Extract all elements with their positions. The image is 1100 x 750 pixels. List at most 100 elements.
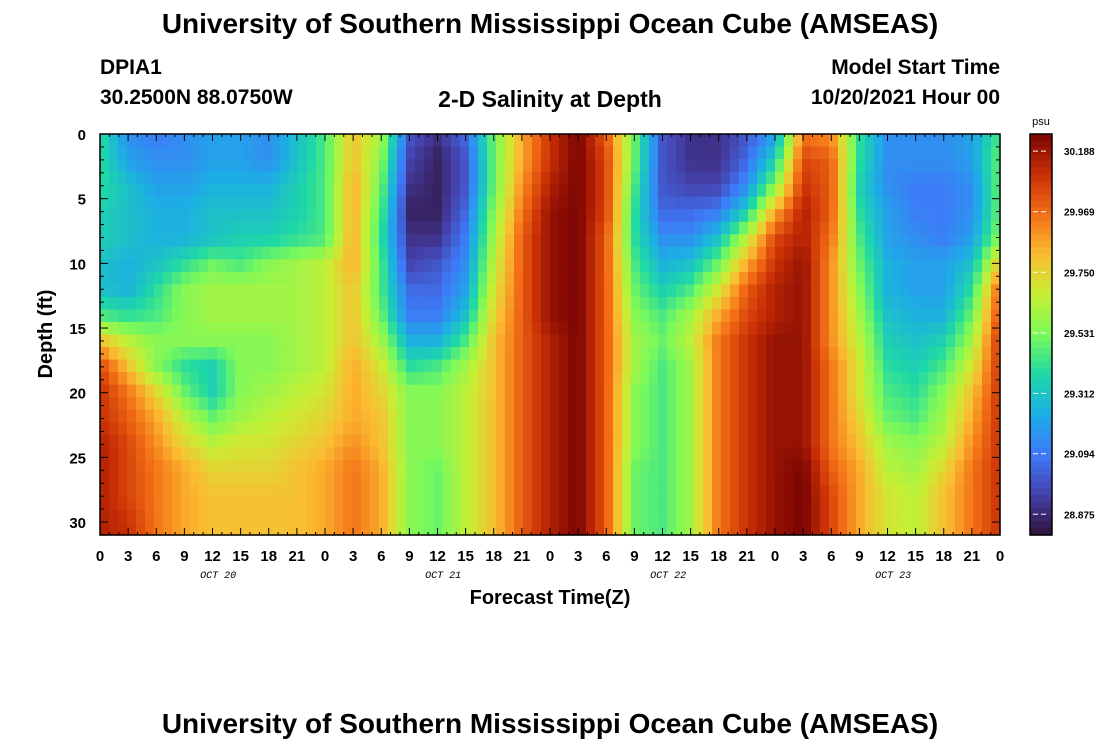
heatmap-cell — [802, 509, 812, 524]
heatmap-cell — [631, 459, 641, 473]
heatmap-cell — [343, 497, 353, 511]
heatmap-cell — [775, 309, 785, 323]
heatmap-cell — [433, 146, 443, 160]
heatmap-cell — [460, 234, 470, 248]
heatmap-cell — [973, 484, 983, 499]
heatmap-cell — [514, 209, 524, 223]
heatmap-cell — [361, 347, 371, 361]
heatmap-cell — [379, 284, 389, 298]
heatmap-cell — [316, 221, 326, 235]
heatmap-cell — [406, 146, 416, 160]
heatmap-cell — [100, 347, 110, 361]
heatmap-cell — [595, 146, 605, 160]
heatmap-cell — [208, 347, 218, 361]
heatmap-cell — [361, 472, 371, 486]
heatmap-cell — [280, 334, 290, 348]
heatmap-cell — [559, 234, 569, 248]
heatmap-cell — [613, 472, 623, 486]
heatmap-cell — [595, 221, 605, 235]
heatmap-cell — [838, 134, 848, 148]
heatmap-cell — [838, 284, 848, 298]
heatmap-cell — [199, 146, 209, 160]
heatmap-cell — [604, 509, 614, 524]
heatmap-cell — [541, 509, 551, 524]
heatmap-cell — [478, 246, 488, 260]
heatmap-cell — [487, 359, 497, 373]
heatmap-cell — [703, 134, 713, 148]
colorbar-segment — [1030, 394, 1052, 402]
heatmap-cell — [271, 434, 281, 448]
heatmap-cell — [640, 196, 650, 210]
heatmap-cell — [685, 447, 695, 461]
heatmap-cell — [676, 347, 686, 361]
heatmap-cell — [667, 134, 677, 148]
heatmap-cell — [325, 309, 335, 323]
heatmap-cell — [919, 372, 929, 386]
heatmap-cell — [244, 459, 254, 473]
model-start-value: 10/20/2021 Hour 00 — [810, 86, 1000, 109]
heatmap-cell — [955, 397, 965, 411]
heatmap-cell — [190, 447, 200, 461]
heatmap-cell — [208, 372, 218, 386]
heatmap-cell — [289, 246, 299, 260]
heatmap-cell — [424, 246, 434, 260]
heatmap-cell — [676, 221, 686, 235]
heatmap-cell — [811, 372, 821, 386]
heatmap-cell — [802, 259, 812, 273]
heatmap-cell — [154, 234, 164, 248]
heatmap-cell — [541, 171, 551, 185]
heatmap-cell — [559, 422, 569, 436]
heatmap-cell — [982, 234, 992, 248]
heatmap-cell — [856, 434, 866, 448]
heatmap-cell — [622, 497, 632, 511]
heatmap-cell — [460, 422, 470, 436]
heatmap-cell — [253, 484, 263, 499]
heatmap-cell — [811, 209, 821, 223]
heatmap-cell — [775, 321, 785, 336]
heatmap-cell — [262, 259, 272, 273]
heatmap-cell — [793, 284, 803, 298]
heatmap-cell — [901, 409, 911, 423]
heatmap-cell — [919, 472, 929, 486]
heatmap-cell — [127, 184, 137, 198]
heatmap-cell — [208, 472, 218, 486]
heatmap-cell — [424, 209, 434, 223]
heatmap-cell — [721, 171, 731, 185]
heatmap-cell — [631, 484, 641, 499]
heatmap-cell — [595, 321, 605, 336]
heatmap-cell — [712, 134, 722, 148]
heatmap-cell — [946, 321, 956, 336]
heatmap-cell — [865, 459, 875, 473]
heatmap-cell — [640, 397, 650, 411]
heatmap-cell — [379, 334, 389, 348]
heatmap-cell — [298, 134, 308, 148]
heatmap-cell — [568, 334, 578, 348]
heatmap-cell — [847, 171, 857, 185]
heatmap-cell — [838, 509, 848, 524]
heatmap-cell — [541, 397, 551, 411]
heatmap-cell — [298, 497, 308, 511]
heatmap-cell — [370, 422, 380, 436]
heatmap-cell — [622, 321, 632, 336]
heatmap-cell — [253, 221, 263, 235]
heatmap-cell — [946, 522, 956, 536]
heatmap-cell — [163, 284, 173, 298]
heatmap-cell — [523, 459, 533, 473]
heatmap-cell — [703, 159, 713, 173]
colorbar-tick-label: 29.750 — [1064, 268, 1095, 279]
heatmap-cell — [406, 472, 416, 486]
heatmap-cell — [352, 409, 362, 423]
heatmap-cell — [487, 384, 497, 398]
heatmap-cell — [685, 271, 695, 285]
heatmap-cell — [721, 347, 731, 361]
heatmap-cell — [622, 259, 632, 273]
heatmap-cell — [856, 509, 866, 524]
heatmap-cell — [235, 497, 245, 511]
heatmap-cell — [514, 447, 524, 461]
heatmap-cell — [154, 209, 164, 223]
heatmap-cell — [622, 434, 632, 448]
heatmap-cell — [541, 459, 551, 473]
heatmap-cell — [604, 221, 614, 235]
heatmap-cell — [883, 447, 893, 461]
